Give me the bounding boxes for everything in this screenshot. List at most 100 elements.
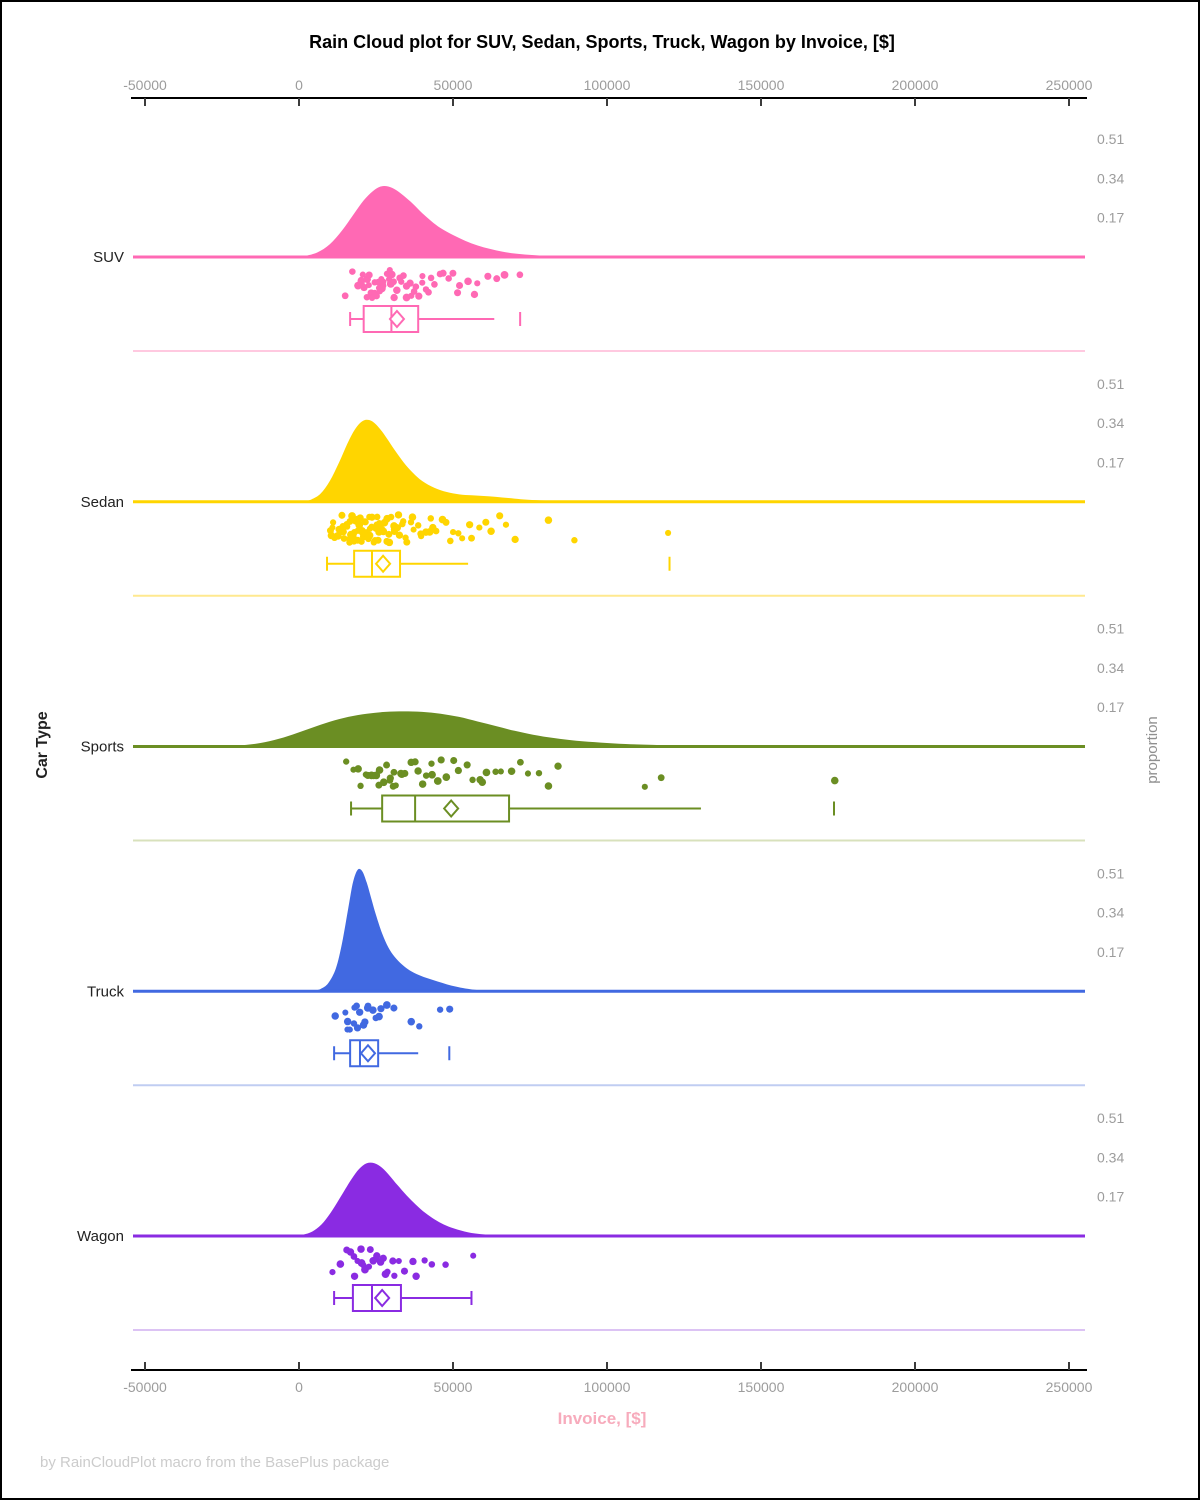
rain-point [459, 535, 466, 542]
rain-point [386, 774, 394, 782]
rain-point [433, 777, 442, 785]
rain-point [365, 271, 373, 279]
rain-point [350, 1272, 359, 1280]
rain-point [554, 762, 562, 770]
rain-point [439, 269, 447, 277]
rain-point [392, 782, 399, 789]
rain-point [348, 512, 356, 520]
rain-point [412, 283, 420, 291]
rain-point [398, 278, 405, 285]
rain-point [348, 532, 357, 541]
category-label-sedan: Sedan [81, 494, 124, 511]
rain-point [393, 286, 401, 295]
rain-point [496, 512, 504, 520]
rain-point [388, 270, 396, 279]
category-label-wagon: Wagon [77, 1228, 124, 1245]
category-label-truck: Truck [87, 983, 124, 1000]
rain-point [380, 278, 387, 285]
rain-point [385, 530, 393, 538]
rain-point [378, 284, 386, 293]
rain-point [431, 281, 438, 288]
box-wagon [351, 1284, 402, 1312]
rain-point [544, 516, 553, 524]
rain-point [641, 783, 648, 790]
proportion-tick-label: 0.51 [1097, 376, 1124, 392]
rain-point [395, 531, 404, 539]
rain-point [432, 527, 440, 535]
mean-diamond [359, 1043, 377, 1063]
rain-point [418, 780, 427, 788]
rain-point [375, 766, 384, 774]
rain-point [571, 537, 578, 544]
rain-point [338, 511, 346, 519]
rain-point [410, 526, 417, 533]
rain-point [414, 767, 422, 775]
y-axis-label-car-type: Car Type [34, 711, 51, 778]
rain-point [524, 770, 532, 777]
mean-diamond [373, 1288, 391, 1308]
rain-point [329, 524, 336, 531]
rain-point [400, 518, 407, 525]
rain-point [425, 288, 432, 296]
proportion-tick-label: 0.34 [1097, 170, 1124, 186]
rain-point [411, 758, 419, 766]
rain-point [373, 1252, 381, 1260]
rain-point [341, 292, 349, 300]
rain-point [340, 535, 348, 542]
rain-point [442, 518, 450, 526]
proportion-tick-label: 0.17 [1097, 210, 1124, 226]
x-axis-tick-label: 250000 [1046, 77, 1093, 93]
x-axis-tick-label: 50000 [434, 77, 473, 93]
rain-point [449, 528, 457, 536]
rain-point [400, 1267, 409, 1275]
rain-point [357, 782, 364, 790]
x-axis-tick-label: 0 [295, 77, 303, 93]
rain-point [408, 513, 417, 521]
rain-point [535, 769, 543, 777]
rain-point [516, 758, 524, 766]
rain-point [379, 778, 388, 787]
rain-point [377, 1005, 385, 1013]
rain-point [362, 518, 369, 526]
rain-point [390, 293, 398, 302]
x-axis-tick-label: 100000 [584, 77, 631, 93]
rain-point [511, 535, 519, 544]
density-suv [292, 186, 583, 257]
rain-point [427, 274, 435, 282]
rain-point [454, 289, 462, 297]
rain-point [365, 1263, 373, 1270]
rain-point [359, 271, 366, 278]
proportion-tick-label: 0.17 [1097, 699, 1124, 715]
proportion-tick-label: 0.17 [1097, 1189, 1124, 1205]
rain-point [418, 533, 425, 540]
rain-point [476, 524, 483, 531]
x-axis-tick-label: 100000 [584, 1379, 631, 1395]
rain-point [389, 1257, 397, 1265]
rain-point [406, 279, 414, 287]
rain-point [373, 513, 381, 521]
rain-point [470, 1252, 477, 1259]
x-axis-tick-label: 250000 [1046, 1379, 1093, 1395]
x-axis-tick-label: 0 [295, 1379, 303, 1395]
rain-point [446, 1005, 454, 1013]
rain-point [450, 757, 458, 765]
proportion-tick-label: 0.34 [1097, 905, 1124, 921]
rain-point [384, 1268, 391, 1276]
rain-point [365, 282, 372, 289]
rain-point [484, 272, 492, 280]
rain-point [374, 536, 382, 544]
rain-point [364, 1002, 372, 1010]
rain-point [422, 772, 430, 779]
rain-point [385, 538, 394, 547]
density-sedan [302, 419, 598, 502]
rain-point [400, 272, 407, 279]
x-axis-tick-label: 200000 [892, 1379, 939, 1395]
rain-point [331, 1012, 339, 1020]
rain-point [375, 1012, 383, 1021]
rain-point [391, 1272, 398, 1279]
rain-point [366, 1246, 374, 1254]
rain-point [416, 1023, 423, 1030]
rain-point [346, 1026, 353, 1033]
rain-point [516, 271, 524, 279]
